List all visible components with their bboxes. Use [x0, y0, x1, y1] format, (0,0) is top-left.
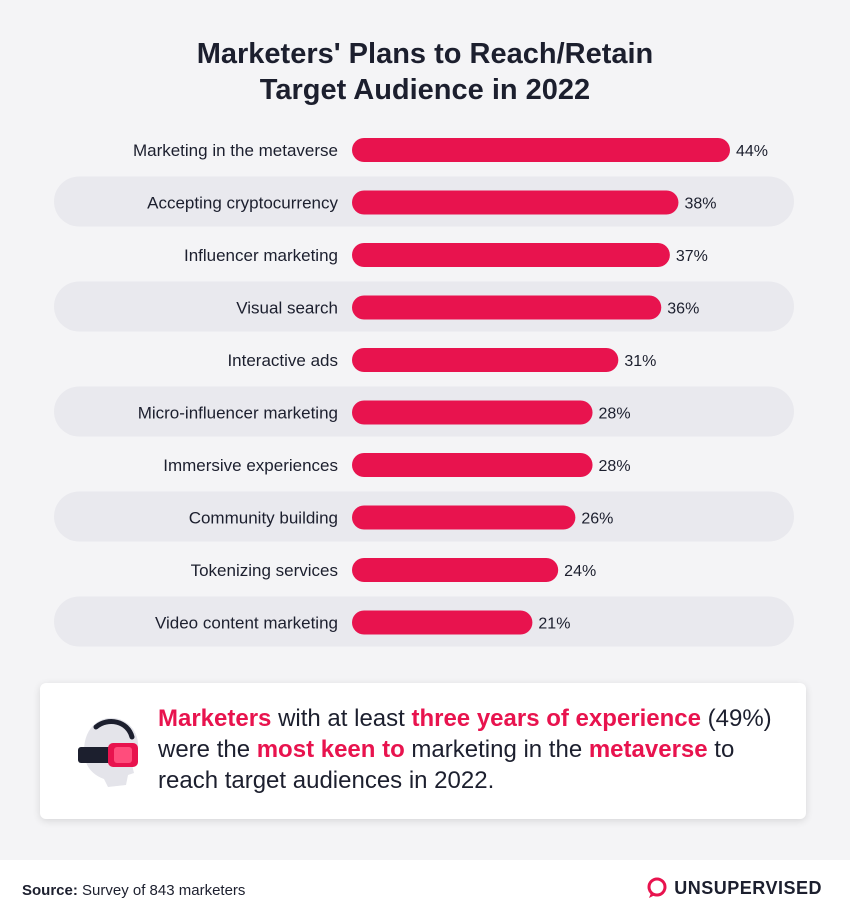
value-label: 36%: [667, 301, 699, 318]
value-label: 21%: [538, 616, 570, 633]
value-label: 26%: [581, 511, 613, 528]
brand-logo: UNSUPERVISED: [646, 876, 822, 900]
value-label: 28%: [599, 406, 631, 423]
value-label: 44%: [736, 143, 768, 160]
chart-title-line-1: Marketers' Plans to Reach/Retain: [196, 38, 654, 70]
callout-highlight-experience: three years of experience: [411, 705, 701, 732]
callout-text-segment: (49%) were the: [158, 705, 772, 763]
bar: [352, 610, 533, 635]
bar: [352, 295, 662, 320]
chart-title-line-2: Target Audience in 2022: [259, 74, 591, 106]
speech-bubble-logo-icon: [647, 877, 667, 898]
category-label: Micro-influencer marketing: [138, 404, 338, 423]
brand-name: UNSUPERVISED: [674, 877, 822, 898]
footer: Source: Survey of 843 marketers UNSUPERV…: [0, 860, 850, 917]
callout-text-segment: to reach target audiences in 2022.: [158, 736, 735, 794]
value-label: 37%: [676, 248, 708, 265]
value-label: 28%: [599, 458, 631, 475]
value-label: 31%: [624, 353, 656, 370]
value-label: 24%: [564, 563, 596, 580]
callout-highlight-most-keen: most keen to: [256, 736, 405, 763]
category-label: Interactive ads: [227, 351, 338, 370]
bar: [352, 138, 730, 162]
source-note: Source: Survey of 843 marketers: [22, 882, 245, 899]
bar: [352, 190, 679, 215]
category-label: Video content marketing: [155, 614, 338, 633]
source-text: Survey of 843 marketers: [77, 882, 246, 899]
category-label: Tokenizing services: [191, 561, 338, 580]
bar: [352, 453, 593, 477]
insight-callout: Marketers with at least three years of e…: [40, 683, 806, 819]
bar: [352, 348, 619, 372]
bar: [352, 505, 576, 530]
bar-chart: Marketing in the metaverse 44% Accepting c…: [54, 138, 794, 647]
category-label: Community building: [189, 509, 338, 528]
bar: [352, 400, 593, 425]
chart-title: Marketers' Plans to Reach/Retain Target …: [0, 36, 850, 108]
category-label: Visual search: [236, 299, 338, 318]
value-label: 38%: [684, 196, 716, 213]
category-label: Influencer marketing: [184, 246, 338, 265]
callout-highlight-marketers: Marketers: [158, 705, 272, 732]
callout-text-segment: marketing in the: [404, 736, 589, 763]
bar: [352, 243, 670, 267]
vr-headset-head-icon: [78, 717, 139, 787]
callout-highlight-metaverse: metaverse: [588, 736, 708, 763]
source-label: Source:: [22, 882, 78, 899]
callout-text-segment: with at least: [271, 705, 412, 732]
category-label: Marketing in the metaverse: [133, 141, 338, 160]
category-label: Accepting cryptocurrency: [147, 194, 338, 213]
category-label: Immersive experiences: [163, 456, 338, 475]
bar: [352, 558, 559, 582]
callout-text: Marketers with at least three years of e…: [158, 703, 798, 796]
